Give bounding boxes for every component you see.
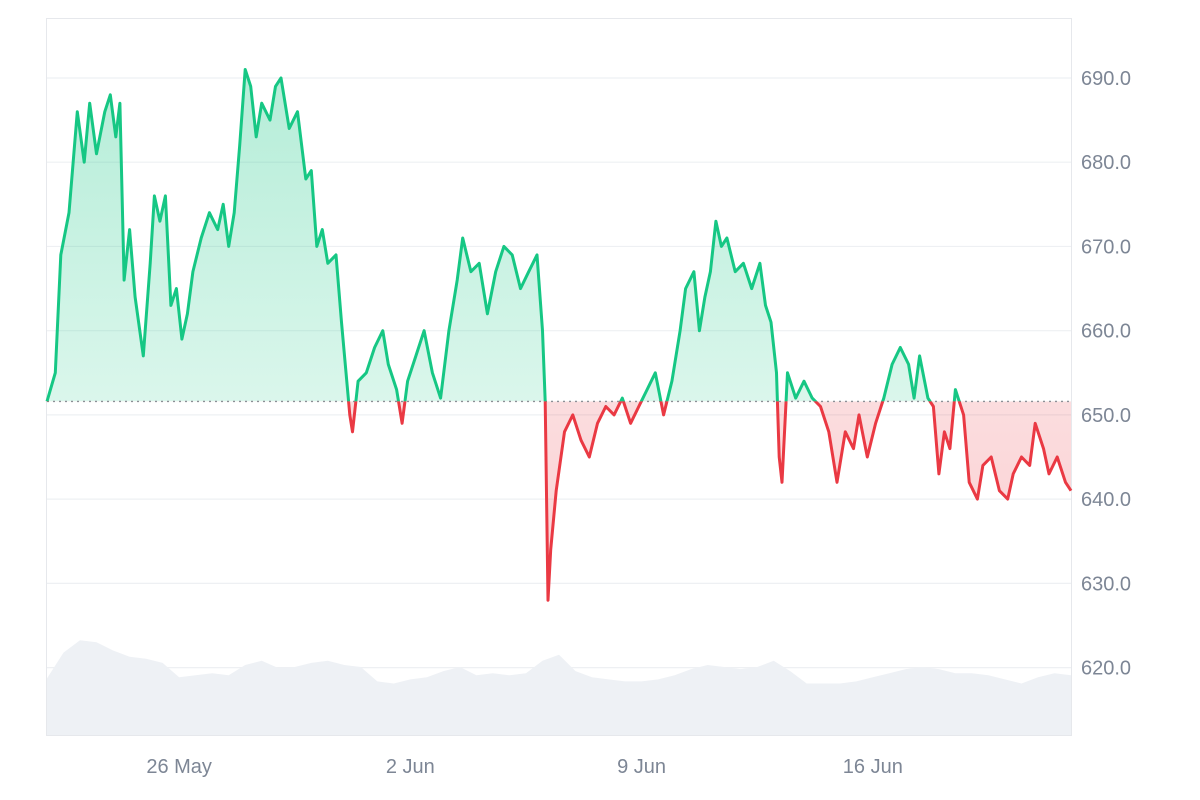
y-tick-label: 670.0 xyxy=(1081,236,1131,258)
y-tick-label: 630.0 xyxy=(1081,573,1131,595)
x-axis-tick-labels: 26 May 2 Jun 9 Jun 16 Jun xyxy=(146,756,903,778)
x-tick-label: 26 May xyxy=(146,756,212,778)
y-tick-label: 680.0 xyxy=(1081,152,1131,174)
y-tick-label: 650.0 xyxy=(1081,405,1131,427)
x-tick-label: 2 Jun xyxy=(386,756,435,778)
area-fill-below-baseline xyxy=(348,401,1071,601)
y-tick-label: 690.0 xyxy=(1081,68,1131,90)
x-tick-label: 16 Jun xyxy=(843,756,903,778)
area-fill-above-baseline xyxy=(47,69,1071,402)
x-tick-label: 9 Jun xyxy=(617,756,666,778)
y-tick-label: 620.0 xyxy=(1081,658,1131,680)
plot-frame xyxy=(46,18,1072,736)
y-axis-tick-labels: 620.0 630.0 640.0 650.0 660.0 670.0 680.0 690.0 xyxy=(1081,68,1131,680)
y-tick-label: 660.0 xyxy=(1081,321,1131,343)
price-line-above-baseline[interactable] xyxy=(45,68,1071,601)
volume-area xyxy=(47,640,1071,735)
y-tick-label: 640.0 xyxy=(1081,489,1131,511)
